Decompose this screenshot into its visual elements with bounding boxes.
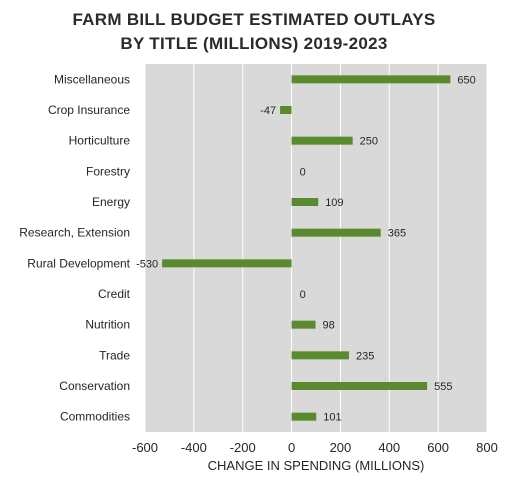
category-label-4: Energy xyxy=(92,195,130,209)
bar-4 xyxy=(291,198,319,206)
category-label-11: Commodities xyxy=(60,410,130,424)
bar-6 xyxy=(162,259,292,268)
bar-5 xyxy=(291,228,381,237)
category-label-0: Miscellaneous xyxy=(54,72,130,86)
category-label-5: Research, Extension xyxy=(19,226,130,240)
chart-title-line-1: FARM BILL BUDGET ESTIMATED OUTLAYS xyxy=(72,10,436,29)
data-label-3: 0 xyxy=(300,166,306,178)
data-label-11: 101 xyxy=(323,412,341,424)
bar-9 xyxy=(291,351,349,360)
x-axis-title: CHANGE IN SPENDING (MILLIONS) xyxy=(208,458,425,473)
category-label-2: Horticulture xyxy=(69,134,131,148)
bar-11 xyxy=(291,412,317,421)
category-label-10: Conservation xyxy=(59,379,130,393)
category-label-8: Nutrition xyxy=(85,318,130,332)
x-tick-label-7: 800 xyxy=(476,440,498,455)
chart-title-line-2: BY TITLE (MILLIONS) 2019-2023 xyxy=(120,34,388,53)
data-label-8: 98 xyxy=(323,320,335,332)
bar-8 xyxy=(291,320,316,329)
data-label-10: 555 xyxy=(434,381,452,393)
category-label-9: Trade xyxy=(99,348,130,362)
data-label-0: 650 xyxy=(457,74,475,86)
data-label-9: 235 xyxy=(356,350,374,362)
data-label-6: -530 xyxy=(136,258,158,270)
bar-0 xyxy=(291,75,451,84)
category-label-7: Credit xyxy=(98,287,131,301)
data-label-2: 250 xyxy=(360,136,378,148)
data-label-5: 365 xyxy=(388,228,406,240)
x-tick-label-1: -400 xyxy=(181,440,207,455)
category-label-1: Crop Insurance xyxy=(48,103,130,117)
category-label-3: Forestry xyxy=(86,164,130,178)
x-tick-label-5: 400 xyxy=(378,440,400,455)
x-tick-label-6: 600 xyxy=(427,440,449,455)
category-label-6: Rural Development xyxy=(27,256,130,270)
x-tick-label-0: -600 xyxy=(132,440,158,455)
x-tick-label-4: 200 xyxy=(330,440,352,455)
bar-10 xyxy=(291,382,428,390)
plot-area xyxy=(145,64,487,432)
bar-1 xyxy=(280,106,292,114)
data-label-1: -47 xyxy=(260,105,276,117)
data-label-4: 109 xyxy=(325,197,343,209)
data-label-7: 0 xyxy=(300,289,306,301)
x-tick-label-3: 0 xyxy=(288,440,295,455)
x-tick-label-2: -200 xyxy=(230,440,256,455)
bar-2 xyxy=(291,136,353,145)
